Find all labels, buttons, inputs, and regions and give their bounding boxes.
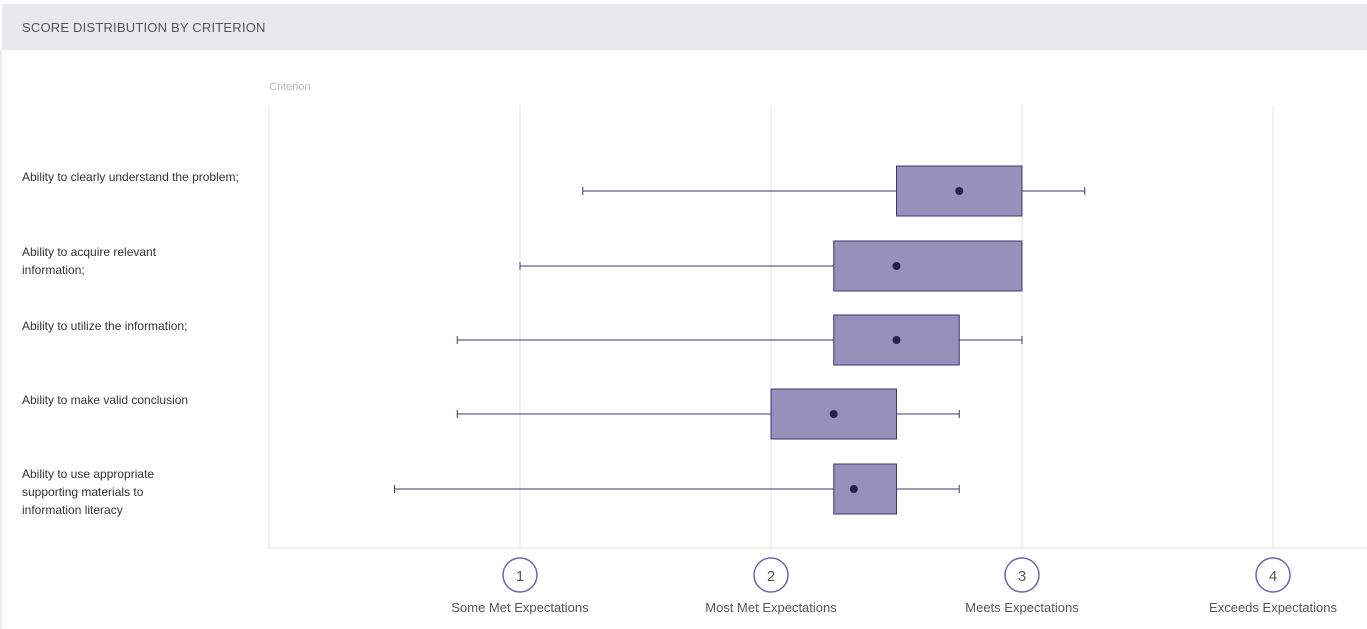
panel-left-border [0,50,2,629]
row-label-2: Ability to acquire relevant information; [22,245,157,277]
tick-label-3: Meets Expectations [965,600,1079,615]
tick-number-4: 4 [1269,568,1277,585]
row-label-4: Ability to make valid conclusion [22,393,189,407]
tick-label-1: Some Met Expectations [451,600,589,615]
tick-label-2: Most Met Expectations [705,600,837,615]
mean-dot-1 [955,187,964,195]
panel-title: SCORE DISTRIBUTION BY CRITERION [22,19,266,35]
tick-label-4: Exceeds Expectations [1209,600,1337,615]
tick-number-3: 3 [1018,568,1026,585]
tick-circle-3 [1004,557,1040,593]
row-label-3: Ability to utilize the information; [22,319,188,333]
mean-dot-4 [829,410,838,418]
mean-dot-5 [849,485,858,493]
tick-number-2: 2 [767,568,775,585]
row-label-5: Ability to use appropriate supporting ma… [22,467,155,517]
iqr-box-5 [833,463,897,515]
mean-dot-3 [892,336,901,344]
mean-dot-2 [892,262,901,270]
row-label-1: Ability to clearly understand the proble… [22,170,239,184]
iqr-box-2 [833,240,1023,292]
tick-number-1: 1 [516,568,524,585]
panel-header: SCORE DISTRIBUTION BY CRITERION [2,4,1367,50]
tick-circle-4 [1255,557,1291,593]
y-axis-title: Criterion [269,81,311,93]
tick-circle-2 [753,557,789,593]
tick-circle-1 [502,557,538,593]
